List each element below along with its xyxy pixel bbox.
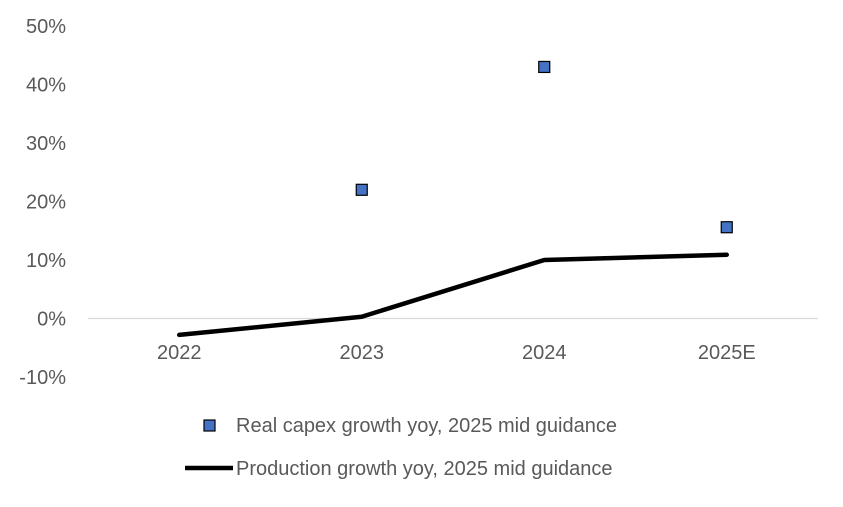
y-axis-labels: -10% 0% 10% 20% 30% 40% 50% xyxy=(19,16,66,389)
y-tick-label: 0% xyxy=(37,309,66,331)
y-tick-label: 10% xyxy=(26,250,66,272)
capex-growth-point xyxy=(720,221,733,234)
x-tick-label: 2023 xyxy=(340,342,385,364)
y-tick-label: 30% xyxy=(26,133,66,155)
capex-growth-point xyxy=(538,60,551,74)
production-growth-line xyxy=(177,252,729,338)
x-tick-label: 2024 xyxy=(522,342,567,364)
capex-growth-point xyxy=(355,183,368,196)
x-axis-labels: 2022 2023 2024 2025E xyxy=(157,342,756,364)
legend: Real capex growth yoy, 2025 mid guidance… xyxy=(185,415,617,480)
y-tick-label: -10% xyxy=(19,367,66,389)
legend-item-capex: Real capex growth yoy, 2025 mid guidance xyxy=(203,415,617,437)
x-tick-label: 2022 xyxy=(157,342,202,364)
legend-item-production: Production growth yoy, 2025 mid guidance xyxy=(185,458,613,480)
x-tick-label: 2025E xyxy=(698,342,756,364)
legend-production-label: Production growth yoy, 2025 mid guidance xyxy=(236,458,613,480)
legend-capex-marker xyxy=(203,419,216,432)
legend-capex-label: Real capex growth yoy, 2025 mid guidance xyxy=(236,415,617,437)
y-tick-label: 20% xyxy=(26,192,66,214)
y-tick-label: 40% xyxy=(26,75,66,97)
y-tick-label: 50% xyxy=(26,16,66,38)
series-layer xyxy=(177,60,733,338)
